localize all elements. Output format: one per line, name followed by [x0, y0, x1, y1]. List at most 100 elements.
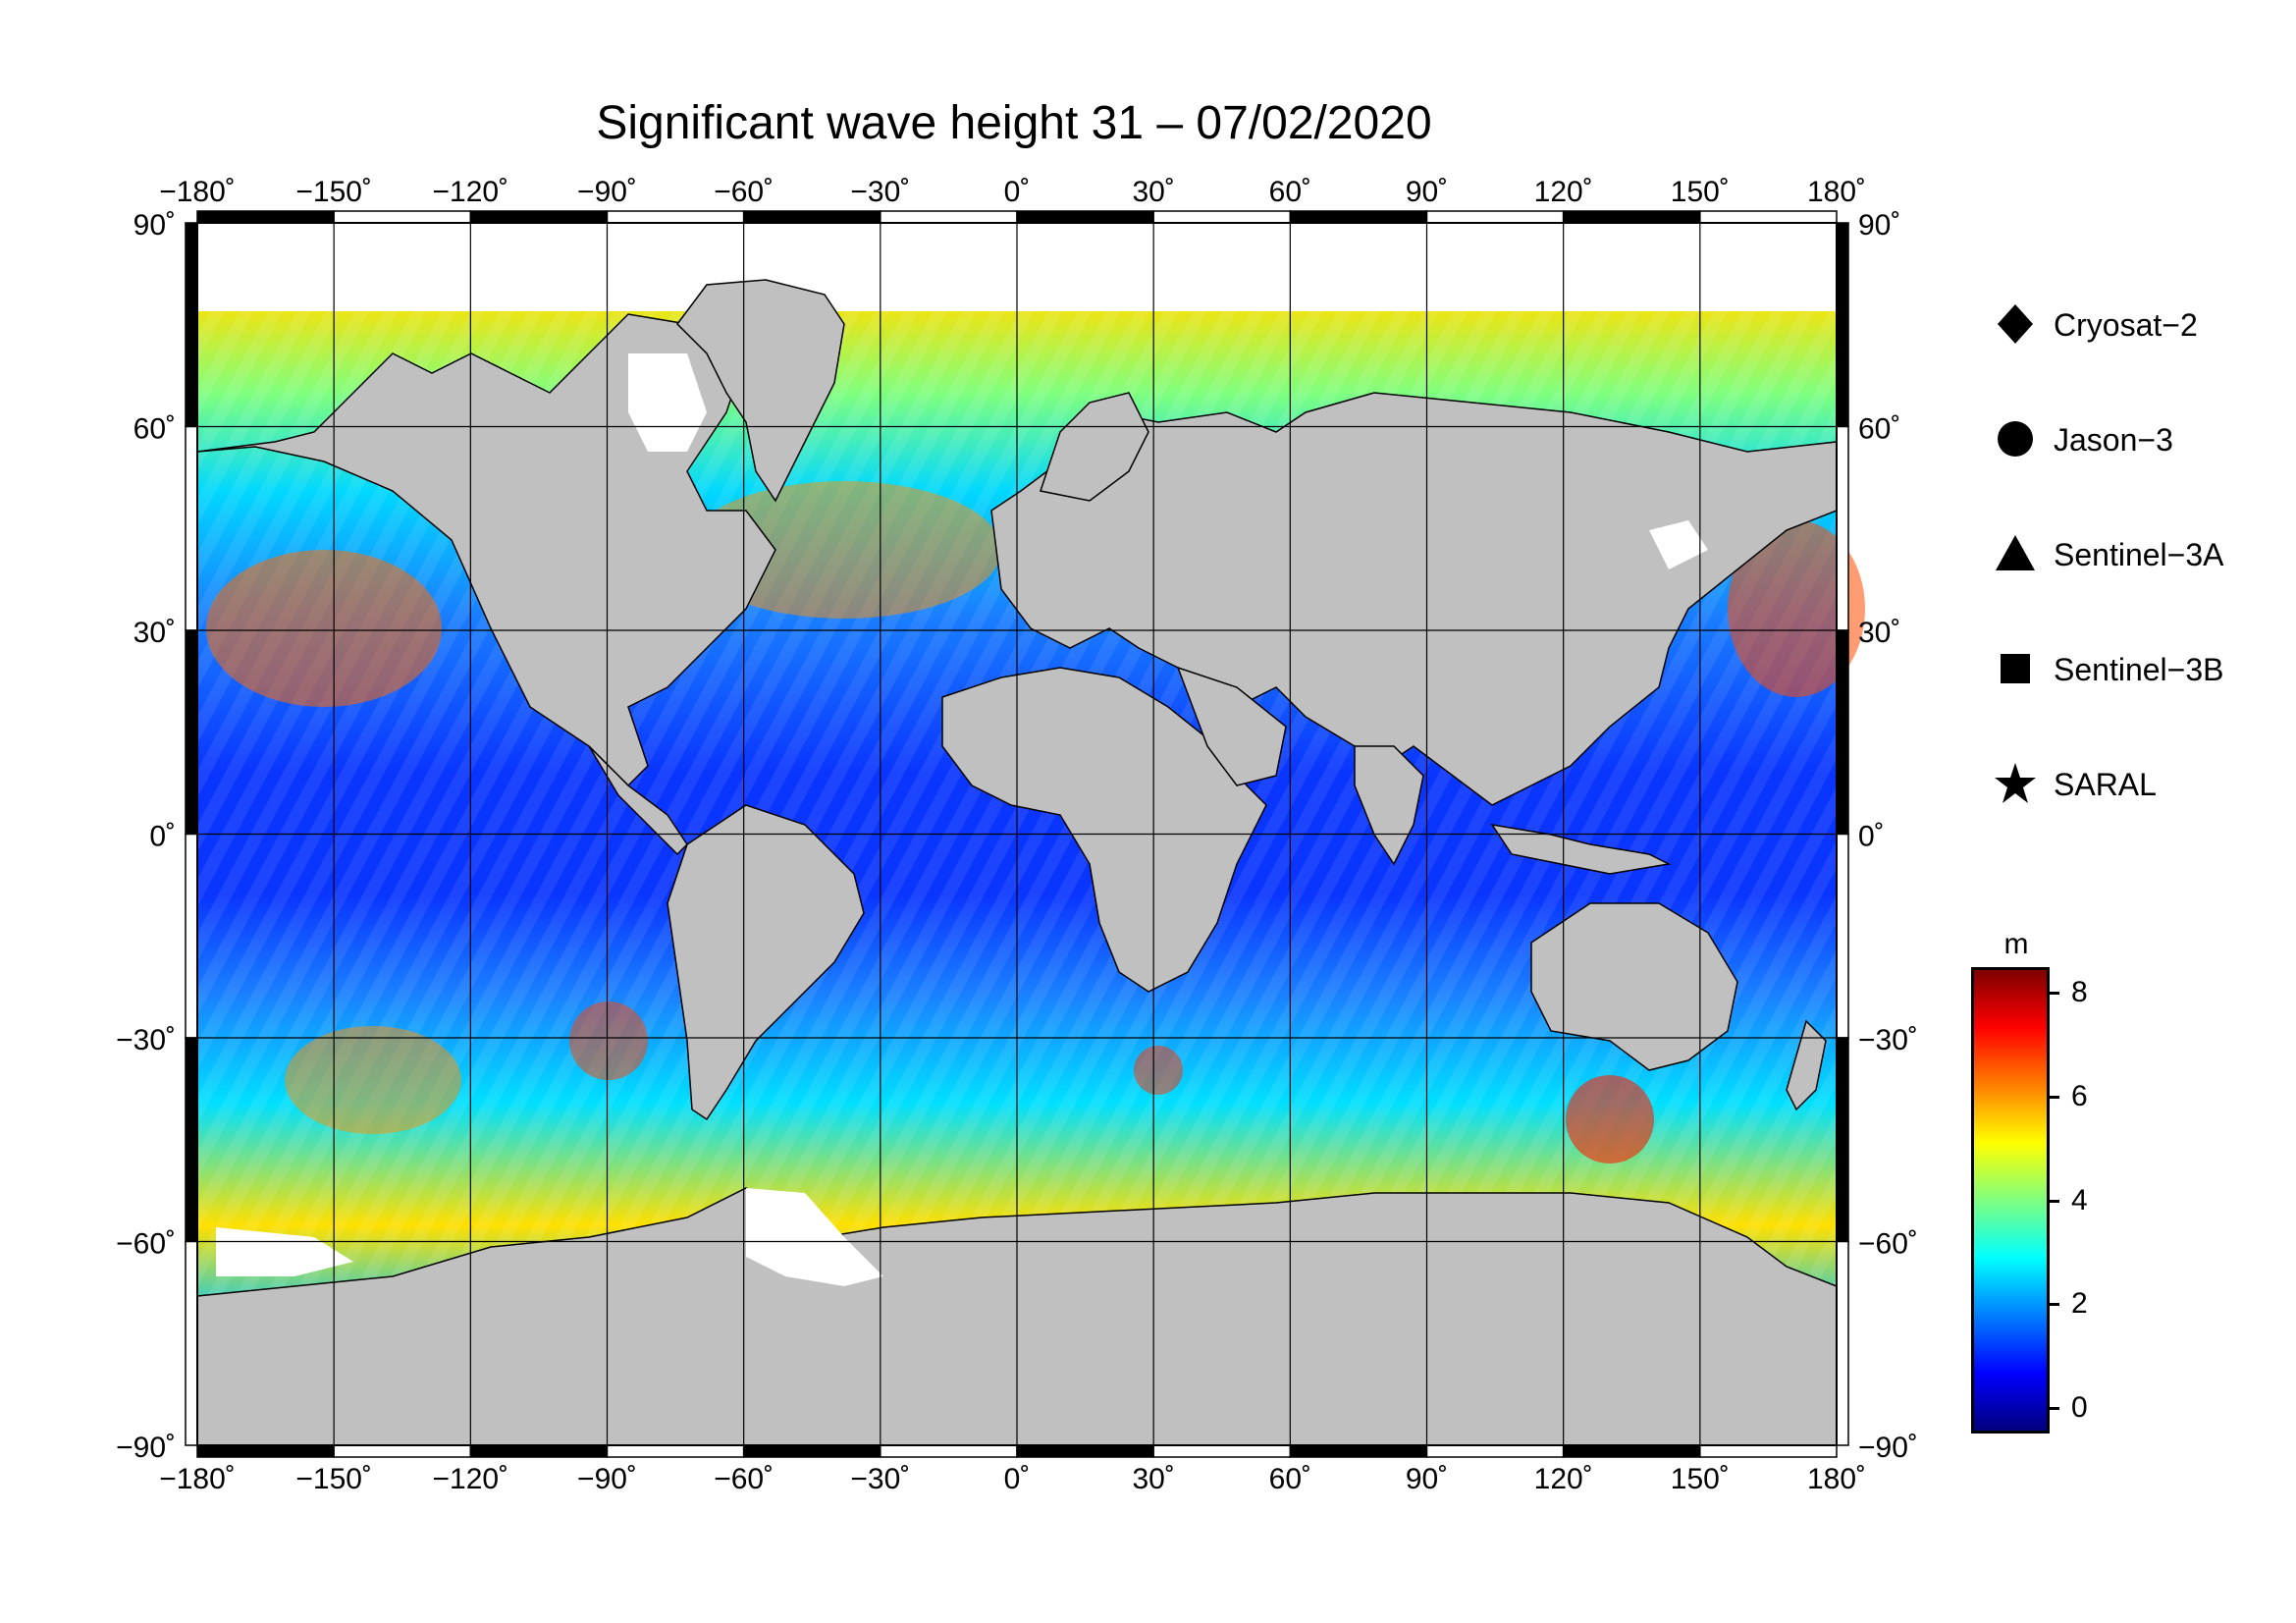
map-border — [196, 222, 1838, 1446]
frame-band-top — [606, 210, 745, 224]
lon-tick-label-bottom: −150˚ — [295, 1463, 372, 1495]
frame-band-left — [185, 1037, 198, 1243]
lon-tick-label-bottom: −30˚ — [850, 1463, 910, 1495]
lon-tick-label-top: 180˚ — [1807, 176, 1866, 208]
colorbar-tick-mark — [2050, 1199, 2059, 1203]
frame-band-top — [1699, 210, 1838, 224]
colorbar-tick-label: 2 — [2071, 1287, 2088, 1321]
colorbar-tick-label: 8 — [2071, 976, 2088, 1009]
frame-band-bottom — [1016, 1444, 1154, 1458]
frame-band-top — [1016, 210, 1154, 224]
frame-band-bottom — [196, 1444, 335, 1458]
frame-band-top — [469, 210, 609, 224]
lon-tick-label-bottom: −90˚ — [577, 1463, 637, 1495]
frame-band-top — [1152, 210, 1292, 224]
frame-band-right — [1836, 222, 1849, 428]
triangle-icon — [1996, 535, 2035, 570]
colorbar-tick-label: 4 — [2071, 1183, 2088, 1217]
lat-tick-label-right: −30˚ — [1858, 1024, 1918, 1056]
frame-band-bottom — [1699, 1444, 1838, 1458]
lon-tick-label-bottom: −120˚ — [433, 1463, 509, 1495]
frame-band-top — [1289, 210, 1428, 224]
colorbar-tick-mark — [2050, 1303, 2059, 1307]
lon-tick-label-bottom: −60˚ — [714, 1463, 774, 1495]
lat-tick-label-left: 0˚ — [149, 821, 176, 853]
frame-band-right — [1836, 833, 1849, 1039]
legend-item-jason: Jason−3 — [1991, 414, 2285, 463]
frame-band-left — [185, 833, 198, 1039]
lon-tick-label-bottom: 120˚ — [1534, 1463, 1593, 1495]
lon-tick-label-bottom: 150˚ — [1671, 1463, 1730, 1495]
frame-band-bottom — [333, 1444, 472, 1458]
lon-tick-label-top: 30˚ — [1132, 176, 1174, 208]
lat-tick-label-left: 30˚ — [133, 617, 176, 649]
circle-icon — [1998, 421, 2033, 457]
legend-item-cryosat: Cryosat−2 — [1991, 299, 2285, 349]
lat-tick-label-left: 60˚ — [133, 413, 176, 446]
frame-band-bottom — [1425, 1444, 1565, 1458]
legend-item-sentinel-3b: Sentinel−3B — [1991, 644, 2285, 693]
colorbar — [1971, 967, 2050, 1434]
lon-tick-label-bottom: 30˚ — [1132, 1463, 1174, 1495]
lat-tick-label-right: 60˚ — [1858, 413, 1900, 446]
frame-band-left — [185, 425, 198, 631]
star-icon — [1995, 763, 2036, 803]
frame-band-top — [880, 210, 1018, 224]
frame-band-top — [1425, 210, 1565, 224]
axis-tick-labels: −180˚ −180˚ −150˚ −150˚ −120˚ −120˚ −90˚ −90˚ −6… — [116, 176, 1918, 1495]
lon-tick-label-bottom: −180˚ — [159, 1463, 236, 1495]
lon-tick-label-top: 150˚ — [1671, 176, 1730, 208]
legend-item-sentinel-3a: Sentinel−3A — [1991, 529, 2285, 578]
lon-tick-label-top: −30˚ — [850, 176, 910, 208]
colorbar-tick-label: 6 — [2071, 1079, 2088, 1112]
graticule — [197, 223, 1837, 1445]
square-icon — [2001, 654, 2030, 683]
frame-band-top — [196, 210, 335, 224]
lat-tick-label-left: 90˚ — [133, 209, 176, 242]
frame-band-bottom — [880, 1444, 1018, 1458]
frame-band-right — [1836, 629, 1849, 836]
lon-tick-label-top: −120˚ — [433, 176, 509, 208]
lat-tick-label-left: −60˚ — [116, 1228, 176, 1261]
legend-item-saral: SARAL — [1991, 759, 2285, 808]
frame-band-right — [1836, 1037, 1849, 1243]
legend-label: Sentinel−3B — [2054, 652, 2224, 687]
colorbar-unit: m — [2003, 928, 2029, 960]
lon-tick-label-top: 120˚ — [1534, 176, 1593, 208]
frame-band-bottom — [1289, 1444, 1428, 1458]
legend-label: Jason−3 — [2054, 422, 2173, 458]
colorbar-tick-mark — [2050, 1406, 2059, 1410]
lat-tick-label-left: −30˚ — [116, 1024, 176, 1056]
lon-tick-label-top: −90˚ — [577, 176, 637, 208]
frame-band-right — [1836, 1240, 1849, 1446]
lon-tick-label-bottom: 60˚ — [1269, 1463, 1311, 1495]
frame-band-bottom — [1152, 1444, 1292, 1458]
frame-band-right — [1836, 425, 1849, 631]
lat-tick-label-right: 90˚ — [1858, 209, 1900, 242]
lon-tick-label-bottom: 90˚ — [1406, 1463, 1448, 1495]
lon-tick-label-top: 60˚ — [1269, 176, 1311, 208]
lon-tick-label-bottom: 0˚ — [1004, 1463, 1031, 1495]
frame-band-bottom — [606, 1444, 745, 1458]
frame-band-top — [1562, 210, 1701, 224]
lon-tick-label-top: −180˚ — [159, 176, 236, 208]
colorbar-tick-mark — [2050, 1095, 2059, 1099]
lon-tick-label-top: 0˚ — [1004, 176, 1031, 208]
lat-tick-label-right: 30˚ — [1858, 617, 1900, 649]
frame-band-left — [185, 222, 198, 428]
diamond-icon — [1998, 304, 2033, 344]
lat-tick-label-right: 0˚ — [1858, 821, 1885, 853]
lat-tick-label-left: −90˚ — [116, 1432, 176, 1464]
lon-tick-label-bottom: 180˚ — [1807, 1463, 1866, 1495]
frame-band-bottom — [1562, 1444, 1701, 1458]
map-frame — [185, 210, 1849, 1458]
colorbar-tick-mark — [2050, 992, 2059, 996]
frame-band-left — [185, 629, 198, 836]
legend-label: SARAL — [2054, 767, 2157, 802]
lon-tick-label-top: −150˚ — [295, 176, 372, 208]
legend-label: Cryosat−2 — [2054, 307, 2198, 343]
legend-label: Sentinel−3A — [2054, 537, 2224, 572]
lon-tick-label-top: 90˚ — [1406, 176, 1448, 208]
map-title: Significant wave height 31 – 07/02/2020 — [596, 97, 1432, 149]
